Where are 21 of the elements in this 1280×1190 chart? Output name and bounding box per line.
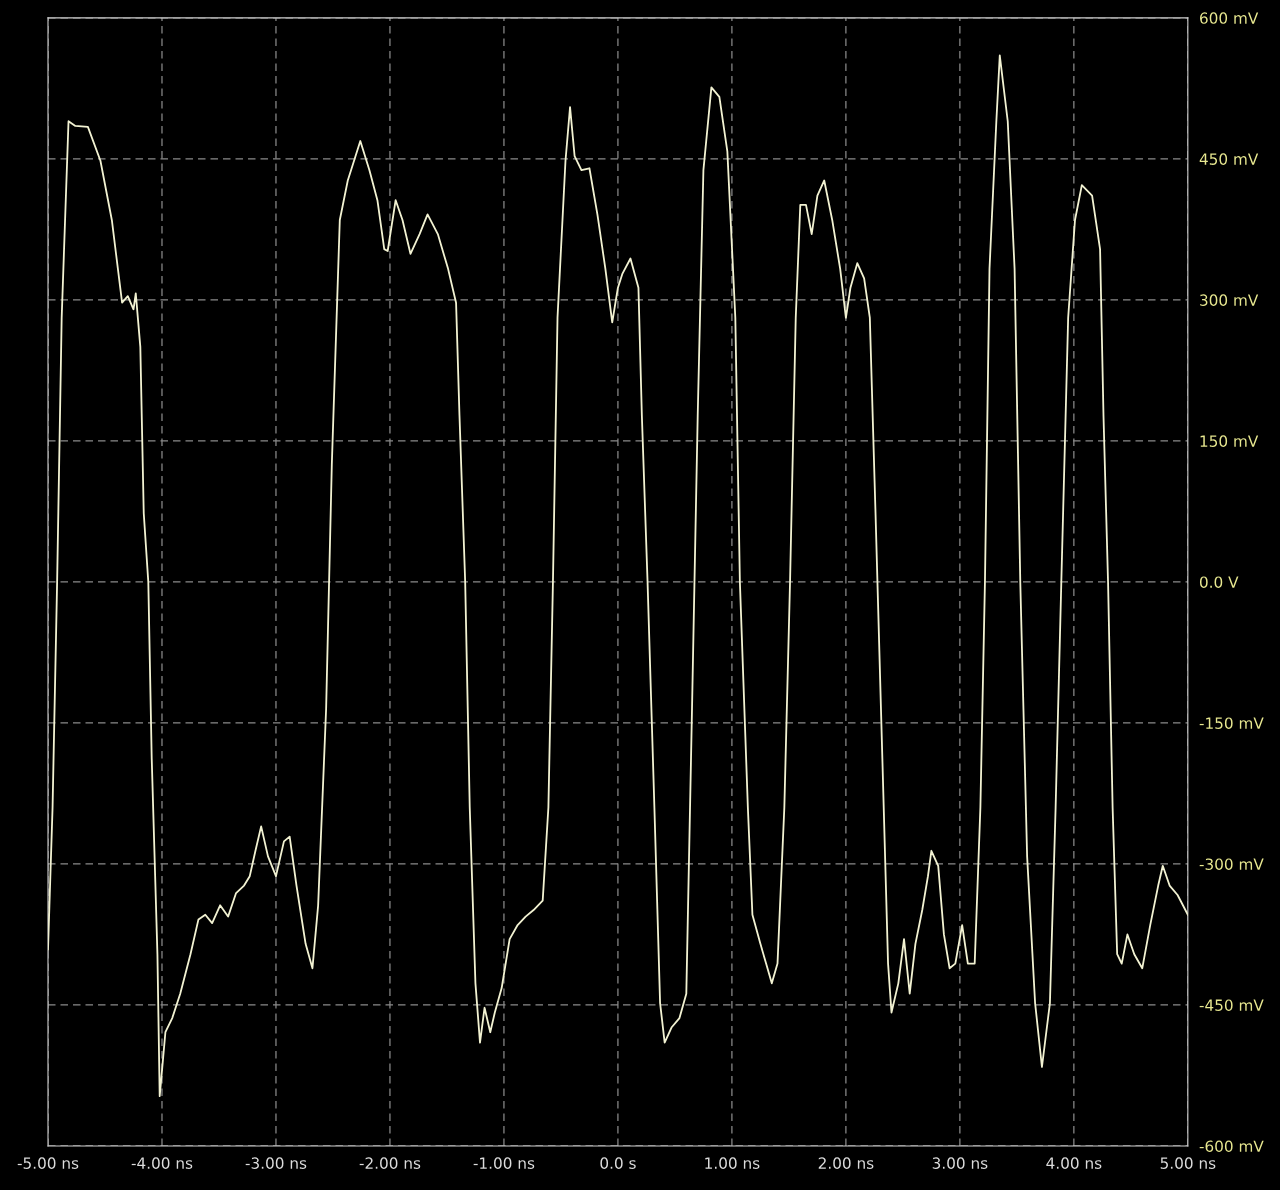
y-tick-label: -150 mV [1199, 717, 1264, 729]
x-tick-label: -2.00 ns [359, 1157, 421, 1169]
y-tick-label: -450 mV [1199, 999, 1264, 1011]
x-tick-label: -3.00 ns [245, 1157, 307, 1169]
x-tick-label: 3.00 ns [932, 1157, 988, 1169]
x-tick-label: 5.00 ns [1160, 1157, 1216, 1169]
x-tick-label: -5.00 ns [17, 1157, 79, 1169]
x-tick-label: -4.00 ns [131, 1157, 193, 1169]
y-tick-label: 150 mV [1200, 435, 1259, 447]
line-series [48, 54, 1188, 1098]
x-tick-label: 0.0 s [600, 1157, 636, 1169]
x-tick-label: 4.00 ns [1046, 1157, 1102, 1169]
y-tick-label: 600 mV [1200, 12, 1259, 24]
y-tick-label: 0.0 V [1199, 576, 1239, 588]
y-tick-label: 300 mV [1200, 294, 1259, 306]
y-tick-label: -300 mV [1199, 858, 1264, 870]
y-tick-label: -600 mV [1199, 1140, 1264, 1152]
x-tick-label: -1.00 ns [473, 1157, 535, 1169]
x-tick-label: 1.00 ns [705, 1157, 760, 1169]
y-tick-label: 450 mV [1199, 153, 1259, 165]
x-tick-label: 2.00 ns [818, 1157, 874, 1169]
